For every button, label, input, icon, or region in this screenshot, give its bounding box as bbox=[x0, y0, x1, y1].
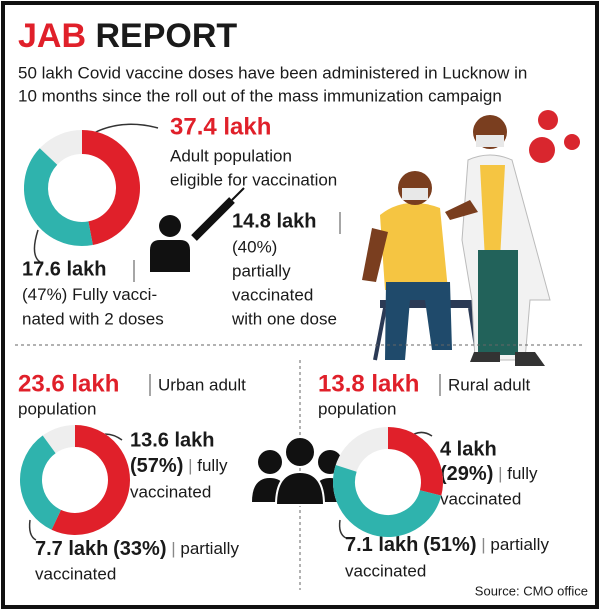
rural-fully-line: fully bbox=[507, 464, 538, 483]
rural-label: population bbox=[318, 399, 396, 418]
person-icon bbox=[150, 187, 245, 272]
rural-partial-line: vaccinated bbox=[345, 561, 426, 580]
urban-fully-text: (57%) | fully bbox=[130, 455, 228, 477]
urban-label: Urban adult bbox=[158, 375, 246, 394]
donut-segment bbox=[81, 130, 140, 245]
urban-fully-amount: 13.6 lakh bbox=[130, 429, 215, 451]
rural-fully-line: vaccinated bbox=[440, 489, 521, 508]
title: JAB REPORT bbox=[18, 17, 237, 55]
arrow bbox=[33, 229, 41, 263]
eligible-line: eligible for vaccination bbox=[170, 170, 337, 189]
urban-fully-line: vaccinated bbox=[130, 482, 211, 501]
partial-percent: (40%) bbox=[232, 237, 277, 256]
rural-partial-text: 7.1 lakh (51%) | partially bbox=[345, 534, 549, 556]
urban-partial-text: 7.7 lakh (33%) | partially bbox=[35, 538, 239, 560]
arrow bbox=[338, 519, 347, 539]
donut-segment bbox=[20, 435, 62, 530]
eligible-amount: 37.4 lakh bbox=[170, 113, 271, 140]
urban-partial-line: vaccinated bbox=[35, 564, 116, 583]
partial-amount: 14.8 lakh bbox=[232, 210, 317, 232]
partial-line: with one dose bbox=[231, 309, 337, 328]
donut-segment bbox=[387, 427, 443, 496]
rural-fully-percent: (29%) bbox=[440, 463, 493, 485]
fully-percent: (47%) bbox=[22, 285, 67, 304]
subtitle-line: 10 months since the roll out of the mass… bbox=[18, 86, 502, 105]
urban-partial-line: partially bbox=[180, 539, 239, 558]
rural-partial-line: partially bbox=[490, 535, 549, 554]
urban-label: population bbox=[18, 399, 96, 418]
donut-segment bbox=[333, 465, 442, 537]
source: Source: CMO office bbox=[475, 583, 588, 598]
arrow bbox=[28, 519, 37, 541]
urban-partial-amount: 7.7 lakh bbox=[35, 538, 108, 560]
rural-fully-text: (29%) | fully bbox=[440, 463, 538, 485]
urban-amount: 23.6 lakh bbox=[18, 370, 119, 397]
rural-partial-percent: (51%) bbox=[423, 534, 476, 556]
rural-fully-amount: 4 lakh bbox=[440, 438, 497, 460]
subtitle-line: 50 lakh Covid vaccine doses have been ad… bbox=[18, 63, 527, 82]
illustration bbox=[362, 110, 580, 366]
title-black: REPORT bbox=[95, 17, 237, 55]
partial-line: partially bbox=[232, 261, 291, 280]
fully-text: (47%) Fully vacci- bbox=[22, 285, 157, 304]
crowd-icon bbox=[252, 436, 348, 506]
eligible-line: Adult population bbox=[170, 146, 292, 165]
partial-line: vaccinated bbox=[232, 285, 313, 304]
fully-line: nated with 2 doses bbox=[22, 309, 164, 328]
urban-fully-percent: (57%) bbox=[130, 455, 183, 477]
donut-segment bbox=[51, 425, 130, 535]
rural-partial-amount: 7.1 lakh bbox=[345, 534, 418, 556]
rural-label: Rural adult bbox=[448, 375, 530, 394]
rural-amount: 13.8 lakh bbox=[318, 370, 419, 397]
urban-fully-line: fully bbox=[197, 456, 228, 475]
urban-partial-percent: (33%) bbox=[113, 538, 166, 560]
title-red: JAB bbox=[18, 17, 86, 55]
fully-line: Fully vacci- bbox=[72, 285, 157, 304]
fully-amount: 17.6 lakh bbox=[22, 258, 107, 280]
donut-segment bbox=[24, 148, 93, 246]
